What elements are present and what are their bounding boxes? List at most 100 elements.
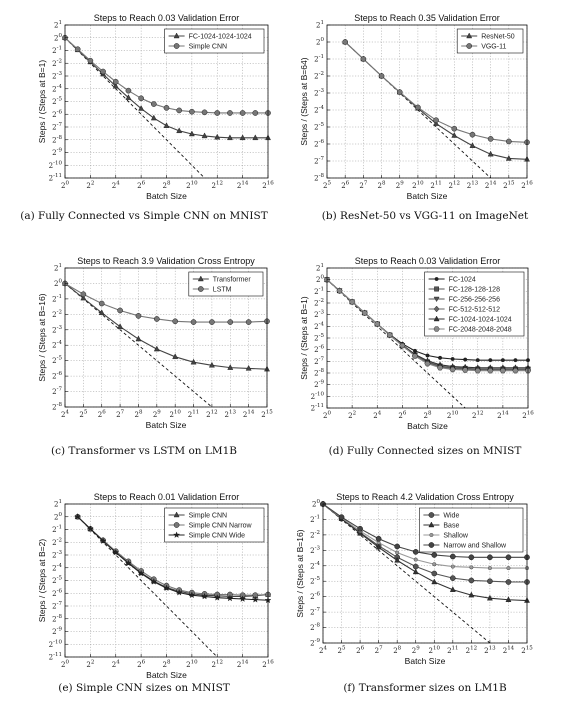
xtick-label-b-8: 28 — [378, 181, 386, 191]
xtick-label-b-10: 210 — [412, 181, 424, 191]
legend-marker-a-1 — [173, 43, 180, 49]
ytick-label-d--11: 2-11 — [311, 403, 324, 413]
chart-panel-b: 25 26 27 28 29 210 211 212 213 214 215 216 21 20 2-1 2-… — [299, 13, 533, 201]
ytick-label-a--1: 2-1 — [52, 46, 62, 56]
ytick-label-e--8: 2-8 — [52, 614, 62, 624]
series-line-e-1 — [77, 516, 268, 596]
plot-frame-c — [64, 267, 268, 408]
point-a-0-12 — [214, 133, 221, 140]
point-d-0-13 — [488, 358, 493, 363]
xtick-label-e-8: 28 — [163, 660, 171, 670]
point-d-0-12 — [475, 358, 480, 363]
xtick-label-d-0: 20 — [323, 411, 331, 421]
ytick-label-f--9: 2-9 — [310, 638, 320, 648]
ytick-label-b--5: 2-5 — [314, 122, 324, 132]
point-f-0-7 — [449, 575, 456, 581]
point-e-2-5 — [137, 569, 145, 577]
title-d: Steps to Reach 0.03 Validation Error — [355, 256, 500, 266]
point-a-0-10 — [188, 130, 195, 137]
xtick-label-c-14: 214 — [243, 410, 255, 420]
legend-marker-f-1 — [428, 521, 435, 528]
ytick-label-d--2: 2-2 — [314, 298, 324, 308]
point-a-1-13 — [227, 110, 233, 116]
xtick-label-a-8: 28 — [163, 181, 171, 191]
point-f-1-8 — [468, 591, 475, 598]
xtick-label-c-11: 211 — [188, 410, 199, 420]
xlabel-e: Batch Size — [146, 670, 187, 680]
caption-b: (b) ResNet-50 vs VGG-11 on ImageNet — [321, 210, 529, 222]
chart-panel-d: 20 22 24 26 28 210 212 214 21621202-12-22-32-42-… — [299, 256, 534, 431]
point-f-2-10 — [506, 566, 511, 571]
ytick-label-d--8: 2-8 — [314, 368, 324, 378]
point-f-3-7 — [449, 553, 456, 560]
point-d-5-6 — [399, 342, 406, 349]
ytick-label-b--1: 2-1 — [314, 54, 324, 64]
point-a-1-3 — [100, 68, 106, 75]
series-line-e-2 — [77, 516, 268, 601]
point-a-0-4 — [112, 82, 119, 89]
point-f-2-7 — [450, 564, 455, 569]
point-b-0-6 — [451, 132, 458, 138]
xtick-label-e-12: 212 — [212, 660, 223, 670]
ytick-label-d--10: 2-10 — [311, 391, 325, 401]
legend-marker-f-0 — [428, 512, 435, 518]
ytick-label-f--8: 2-8 — [310, 623, 320, 633]
ytick-label-a-0: 20 — [54, 33, 62, 43]
legend-marker-e-2 — [173, 531, 180, 538]
point-a-1-10 — [189, 108, 195, 115]
ytick-label-d--9: 2-9 — [314, 380, 324, 390]
xtick-label-f-10: 210 — [429, 646, 441, 656]
reference-line-d — [327, 279, 466, 408]
xlabel-f: Batch Size — [405, 656, 446, 666]
point-c-1-1 — [80, 291, 87, 298]
point-a-0-11 — [201, 132, 208, 139]
point-f-0-9 — [487, 578, 493, 585]
ytick-label-d-0: 20 — [316, 275, 324, 285]
series-line-c-0 — [65, 283, 267, 370]
point-d-5-13 — [487, 368, 494, 374]
legend-marker-a-0 — [173, 32, 180, 39]
ytick-label-b--8: 2-8 — [314, 173, 324, 183]
xtick-label-a-14: 214 — [237, 181, 249, 191]
ytick-label-d-1: 21 — [316, 263, 324, 273]
point-d-5-10 — [449, 366, 456, 373]
ytick-label-d--7: 2-7 — [314, 356, 324, 366]
point-c-0-9 — [227, 364, 234, 370]
point-e-2-9 — [188, 591, 196, 599]
ytick-label-b--4: 2-4 — [314, 105, 324, 115]
point-c-0-6 — [172, 353, 179, 360]
point-a-0-13 — [227, 134, 233, 141]
point-a-1-15 — [252, 110, 259, 116]
legend-marker-d-1 — [434, 286, 439, 292]
xtick-label-f-15: 215 — [521, 646, 533, 656]
xtick-label-c-15: 215 — [261, 410, 273, 420]
point-a-1-9 — [176, 107, 183, 114]
xtick-label-d-4: 24 — [373, 411, 381, 421]
point-a-1-6 — [138, 95, 144, 102]
ytick-label-f--5: 2-5 — [310, 576, 320, 586]
legend-marker-f-2 — [429, 533, 434, 537]
xtick-label-f-4: 24 — [319, 646, 327, 656]
point-f-1-9 — [486, 594, 493, 601]
point-d-0-10 — [450, 357, 455, 361]
ytick-label-c--2: 2-2 — [52, 309, 62, 319]
ytick-label-a--6: 2-6 — [52, 109, 62, 119]
xtick-label-e-4: 24 — [112, 660, 120, 670]
xtick-label-f-7: 27 — [375, 646, 383, 656]
legend-label-e-0: Simple CNN — [189, 513, 228, 520]
ytick-label-e--4: 2-4 — [52, 563, 62, 573]
legend-label-f-2: Shallow — [443, 533, 468, 540]
point-c-0-3 — [117, 323, 124, 329]
legend-label-e-2: Simple CNN Wide — [189, 533, 246, 540]
legend-label-f-1: Base — [443, 523, 459, 530]
ytick-label-c--8: 2-8 — [52, 402, 62, 412]
point-a-0-9 — [176, 127, 183, 134]
xtick-label-c-12: 212 — [206, 410, 217, 420]
point-e-2-12 — [226, 594, 234, 602]
legend-label-d-1: FC-128-128-128 — [449, 287, 500, 294]
xtick-label-b-7: 27 — [359, 181, 367, 191]
ylabel-a: Steps / (Steps at B=1) — [37, 60, 47, 144]
point-e-2-6 — [150, 578, 158, 585]
xtick-label-a-6: 26 — [137, 181, 145, 191]
ytick-label-a--11: 2-11 — [49, 173, 62, 183]
